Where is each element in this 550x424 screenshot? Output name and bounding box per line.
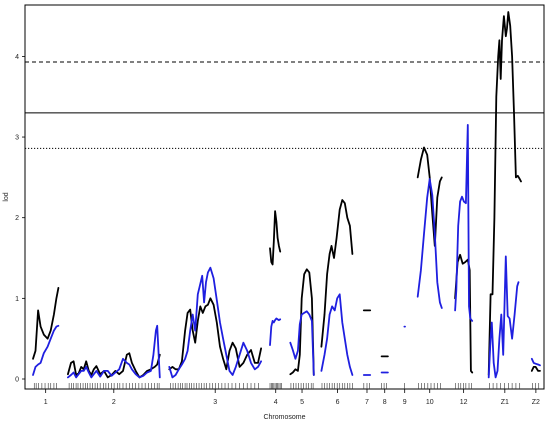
y-tick-label: 1 [15,296,19,303]
plot-frame [24,4,545,390]
lod-curve-blue-12 [487,255,520,379]
chromosome-label: 8 [383,399,387,406]
lod-curve-black-6 [320,199,354,348]
chromosome-label: 9 [403,399,407,406]
lod-curve-black-9 [416,146,443,247]
chromosome-label: Z2 [532,399,540,406]
x-axis-title: Chromosome [263,414,305,421]
chromosome-label: 6 [336,399,340,406]
lod-curve-black-1 [32,287,60,360]
chromosome-label: 7 [365,399,369,406]
chromosome-label: 4 [274,399,278,406]
lod-curve-blue-6 [320,293,354,376]
lod-curve-blue-11 [454,124,474,322]
y-axis-title: lod [3,192,10,201]
lod-curve-black-5 [289,268,315,376]
chromosome-label: Z1 [501,399,509,406]
lod-curve-blue-5 [289,310,315,376]
y-tick-label: 2 [15,215,19,222]
chromosome-label: 2 [112,399,116,406]
y-axis: 0 1 2 3 4 [15,54,25,384]
lod-curve-blue-1 [32,324,60,376]
y-tick-label: 3 [15,135,19,142]
chromosome-label: 1 [44,399,48,406]
lod-curve-black-10 [454,253,474,374]
x-axis: 1 2 3 4 5 6 7 8 9 10 12 Z1 Z2 [44,389,540,406]
lod-curve-black-12 [530,366,541,372]
y-tick-label: 4 [15,54,19,61]
series-layer [32,11,541,379]
y-tick-label: 0 [15,377,19,384]
chromosome-label: 3 [213,399,217,406]
lod-curve-black-4 [269,210,282,266]
lod-curve-blue-2 [67,324,161,379]
chromosome-label: 12 [460,399,468,406]
lod-curve-blue-4 [269,317,282,346]
lod-curve-blue-10 [416,178,443,309]
lod-curve-black-3 [168,297,262,371]
marker-rug [33,383,540,389]
lod-curve-blue-3 [168,266,262,379]
chromosome-label: 10 [426,399,434,406]
chromosome-label: 5 [300,399,304,406]
threshold-lines [25,61,544,149]
lod-curve-blue-13 [530,357,541,367]
lod-curve-black-11 [487,11,522,376]
